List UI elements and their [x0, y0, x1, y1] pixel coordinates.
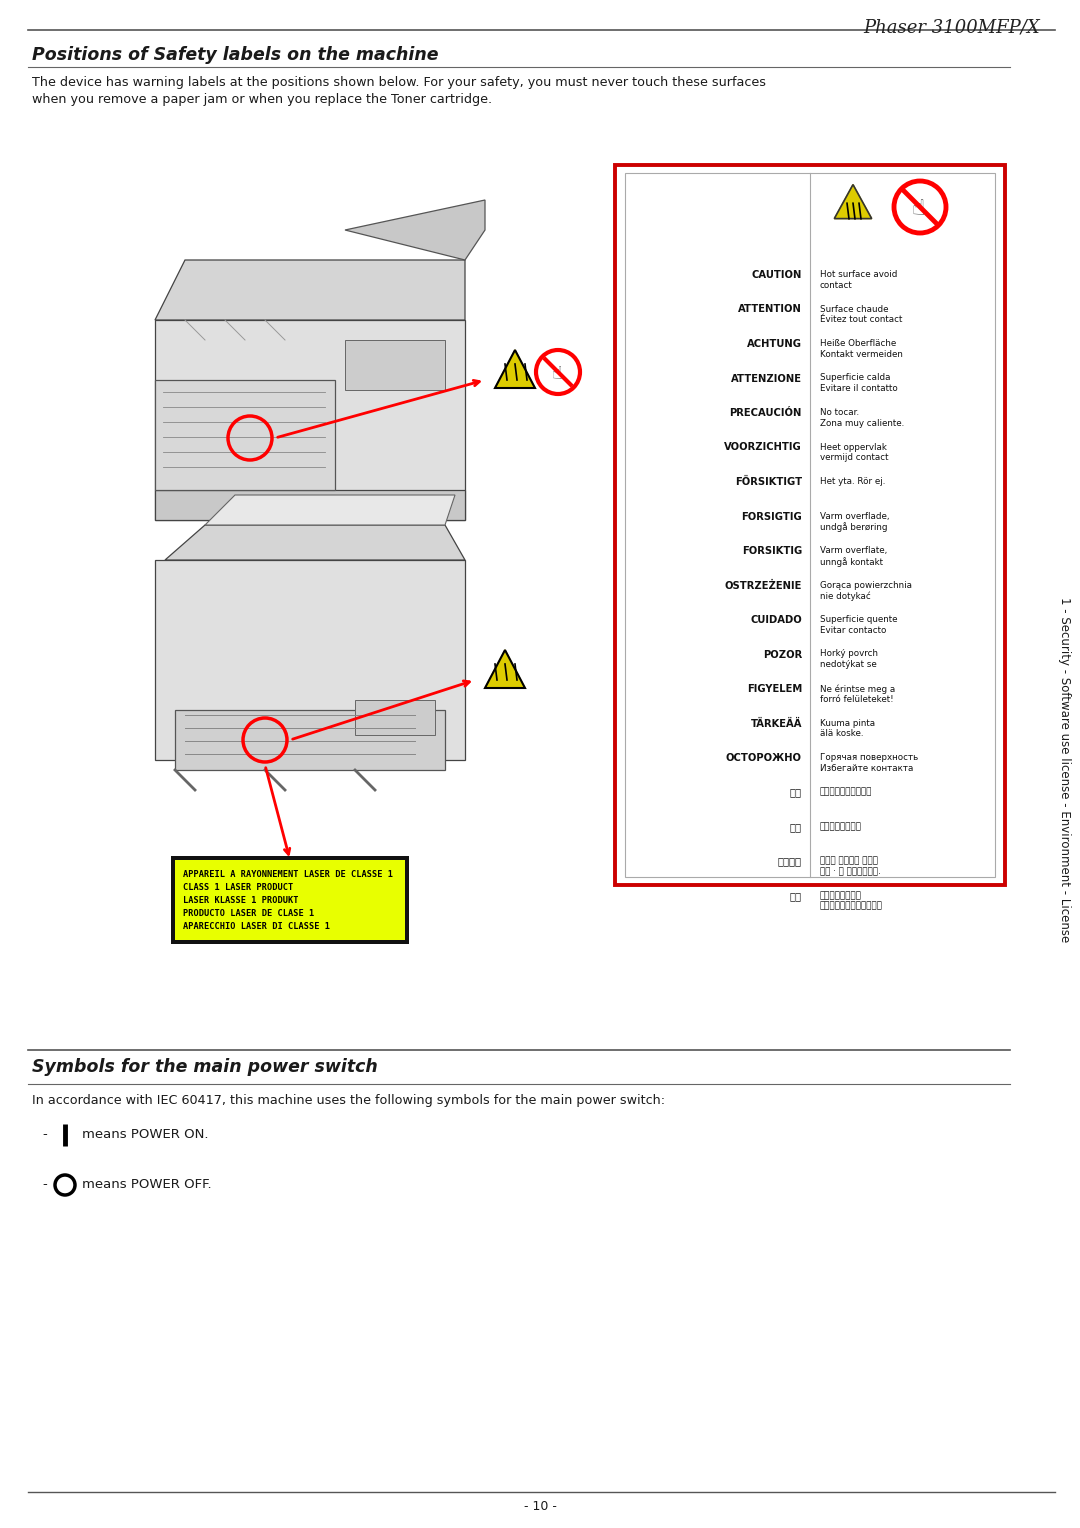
- Polygon shape: [834, 185, 872, 219]
- Text: APPAREIL A RAYONNEMENT LASER DE CLASSE 1: APPAREIL A RAYONNEMENT LASER DE CLASSE 1: [183, 869, 393, 879]
- Circle shape: [894, 180, 946, 232]
- Text: 注意: 注意: [789, 787, 802, 798]
- Text: 注意: 注意: [789, 822, 802, 833]
- Text: 表面高温，请勿接触。: 表面高温，请勿接触。: [820, 787, 873, 796]
- FancyBboxPatch shape: [156, 559, 465, 759]
- Text: Het yta. Rör ej.: Het yta. Rör ej.: [820, 477, 886, 486]
- Bar: [171, 856, 409, 944]
- Text: Varm overflate,
unngå kontakt: Varm overflate, unngå kontakt: [820, 545, 888, 567]
- Text: LASER KLASSE 1 PRODUKT: LASER KLASSE 1 PRODUKT: [183, 895, 298, 905]
- Text: ATTENZIONE: ATTENZIONE: [731, 373, 802, 384]
- Text: Surface chaude
Évitez tout contact: Surface chaude Évitez tout contact: [820, 304, 903, 324]
- Text: PRODUCTO LASER DE CLASE 1: PRODUCTO LASER DE CLASE 1: [183, 909, 314, 918]
- Text: OSTRZEŻENIE: OSTRZEŻENIE: [725, 581, 802, 591]
- Text: Ne érintse meg a
forró felületeket!: Ne érintse meg a forró felületeket!: [820, 685, 895, 704]
- FancyBboxPatch shape: [156, 490, 465, 520]
- Text: CLASS 1 LASER PRODUCT: CLASS 1 LASER PRODUCT: [183, 883, 294, 892]
- Polygon shape: [205, 495, 455, 526]
- Text: The device has warning labels at the positions shown below. For your safety, you: The device has warning labels at the pos…: [32, 76, 766, 105]
- Text: means POWER ON.: means POWER ON.: [82, 1129, 208, 1141]
- Text: FÖRSIKTIGT: FÖRSIKTIGT: [734, 477, 802, 487]
- Text: FORSIGTIG: FORSIGTIG: [741, 512, 802, 521]
- Bar: [625, 173, 995, 877]
- Text: 고온주의: 고온주의: [778, 857, 802, 866]
- Polygon shape: [345, 200, 485, 260]
- Text: 1 - Security - Software use license - Environment - License: 1 - Security - Software use license - En…: [1058, 597, 1071, 943]
- Text: APARECCHIO LASER DI CLASSE 1: APARECCHIO LASER DI CLASSE 1: [183, 921, 330, 931]
- Text: Горячая поверхность
Избегайте контакта: Горячая поверхность Избегайте контакта: [820, 753, 918, 773]
- Text: Heiße Oberfläche
Kontakt vermeiden: Heiße Oberfläche Kontakt vermeiden: [820, 339, 903, 359]
- FancyBboxPatch shape: [156, 319, 465, 520]
- Polygon shape: [165, 526, 465, 559]
- Text: CUIDADO: CUIDADO: [751, 614, 802, 625]
- Text: POZOR: POZOR: [762, 649, 802, 660]
- Text: -: -: [42, 1129, 46, 1141]
- FancyBboxPatch shape: [345, 341, 445, 390]
- Bar: [615, 165, 1005, 885]
- Text: - 10 -: - 10 -: [524, 1500, 556, 1513]
- Text: Symbols for the main power switch: Symbols for the main power switch: [32, 1057, 378, 1076]
- Text: 面がなっています
ので触らないでください。: 面がなっています ので触らないでください。: [820, 891, 883, 911]
- Text: 表面高温请勿触碰: 表面高温请勿触碰: [820, 822, 862, 831]
- Text: ☝: ☝: [912, 199, 924, 219]
- Text: VOORZICHTIG: VOORZICHTIG: [725, 443, 802, 452]
- Bar: [175, 860, 405, 940]
- Text: means POWER OFF.: means POWER OFF.: [82, 1178, 212, 1192]
- Polygon shape: [495, 350, 535, 388]
- Circle shape: [536, 350, 580, 394]
- Text: ОСТОРОЖНО: ОСТОРОЖНО: [726, 753, 802, 762]
- Text: Horký povrch
nedotýkat se: Horký povrch nedotýkat se: [820, 649, 878, 669]
- Text: CAUTION: CAUTION: [752, 270, 802, 280]
- Text: ☝: ☝: [552, 365, 563, 384]
- Text: ATTENTION: ATTENTION: [738, 304, 802, 315]
- FancyBboxPatch shape: [175, 711, 445, 770]
- FancyBboxPatch shape: [355, 700, 435, 735]
- FancyBboxPatch shape: [156, 380, 335, 490]
- Polygon shape: [156, 260, 465, 319]
- Text: Gorąca powierzchnia
nie dotykać: Gorąca powierzchnia nie dotykać: [820, 581, 912, 601]
- Text: Superficie quente
Evitar contacto: Superficie quente Evitar contacto: [820, 614, 897, 634]
- Text: Superficie calda
Evitare il contatto: Superficie calda Evitare il contatto: [820, 373, 897, 393]
- Text: Hot surface avoid
contact: Hot surface avoid contact: [820, 270, 897, 290]
- Text: No tocar.
Zona muy caliente.: No tocar. Zona muy caliente.: [820, 408, 904, 428]
- Text: 평면이 뜼거워워 한지에
접속 · 확 주의하십시오.: 평면이 뜼거워워 한지에 접속 · 확 주의하십시오.: [820, 857, 881, 876]
- Text: ACHTUNG: ACHTUNG: [747, 339, 802, 348]
- Text: FIGYELEM: FIGYELEM: [746, 685, 802, 694]
- Text: TÄRKEÄÄ: TÄRKEÄÄ: [751, 718, 802, 729]
- Text: Phaser 3100MFP/X: Phaser 3100MFP/X: [863, 18, 1040, 37]
- Text: Positions of Safety labels on the machine: Positions of Safety labels on the machin…: [32, 46, 438, 64]
- Text: 注意: 注意: [789, 891, 802, 902]
- Text: Heet oppervlak
vermijd contact: Heet oppervlak vermijd contact: [820, 443, 889, 463]
- Text: In accordance with IEC 60417, this machine uses the following symbols for the ma: In accordance with IEC 60417, this machi…: [32, 1094, 665, 1106]
- Polygon shape: [485, 649, 525, 688]
- Text: Kuuma pinta
älä koske.: Kuuma pinta älä koske.: [820, 718, 875, 738]
- Text: PRECAUCIÓN: PRECAUCIÓN: [730, 408, 802, 419]
- Text: FORSIKTIG: FORSIKTIG: [742, 545, 802, 556]
- Text: -: -: [42, 1178, 46, 1192]
- Text: Varm overflade,
undgå berøring: Varm overflade, undgå berøring: [820, 512, 890, 532]
